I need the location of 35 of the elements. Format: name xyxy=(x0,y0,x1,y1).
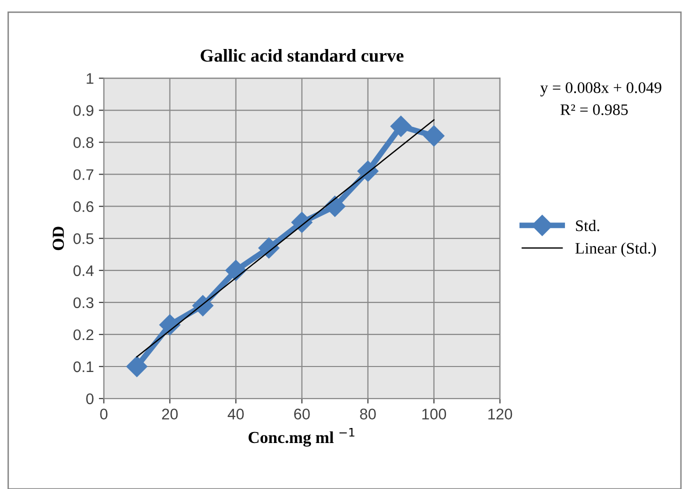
x-tick-label: 120 xyxy=(488,408,512,420)
x-tick-label: 60 xyxy=(294,408,310,420)
point xyxy=(225,260,246,281)
x-tick-label: 40 xyxy=(228,408,244,420)
y-tick-label: 0.9 xyxy=(73,105,94,116)
point xyxy=(291,212,312,233)
text: y = 0.008x + 0.049 xyxy=(540,82,662,96)
y-tick-label: 0.8 xyxy=(73,137,94,148)
chart-title: Gallic acid standard curve xyxy=(200,49,404,62)
y-tick-label: 0.6 xyxy=(73,201,94,212)
legend-label: Linear (Std.) xyxy=(575,242,656,257)
legend-label: Std. xyxy=(576,220,600,232)
text: R² = 0.985 xyxy=(560,104,628,116)
x-tick-label: 20 xyxy=(162,408,178,420)
x-tick-label: 0 xyxy=(100,408,108,420)
y-tick-label: 0.2 xyxy=(73,329,94,340)
x-tick-label: 80 xyxy=(360,408,376,420)
y-tick-label: 0.5 xyxy=(73,233,94,244)
y-tick-label: 0.4 xyxy=(73,265,94,276)
x-axis-title: Conc.mg ml $^{−1}$ xyxy=(248,428,354,447)
x-tick-label: 100 xyxy=(422,408,446,420)
y-tick-label: 1 xyxy=(86,73,94,84)
point xyxy=(126,356,148,378)
point xyxy=(159,314,180,336)
point xyxy=(258,237,280,259)
y-axis-title: OD xyxy=(52,226,64,250)
point xyxy=(423,125,444,146)
y-tick-label: 0.1 xyxy=(73,361,94,372)
y-tick-label: 0.3 xyxy=(73,297,94,308)
point xyxy=(390,116,412,137)
point xyxy=(324,196,346,217)
y-tick-label: 0 xyxy=(86,393,94,404)
point xyxy=(357,160,378,182)
point xyxy=(192,295,214,316)
y-tick-label: 0.7 xyxy=(73,169,94,180)
